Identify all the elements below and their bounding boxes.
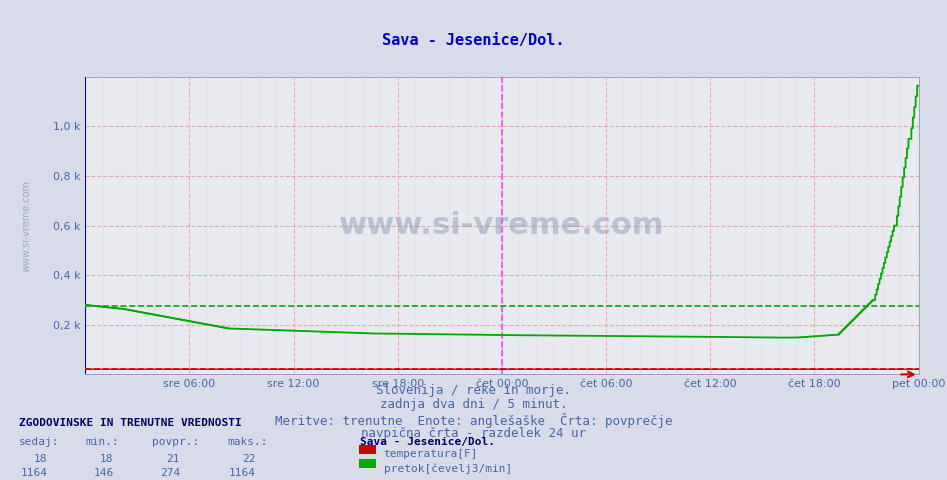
Text: zadnja dva dni / 5 minut.: zadnja dva dni / 5 minut. bbox=[380, 398, 567, 411]
Text: 18: 18 bbox=[34, 454, 47, 464]
Text: 274: 274 bbox=[160, 468, 180, 478]
Text: Slovenija / reke in morje.: Slovenija / reke in morje. bbox=[376, 384, 571, 397]
Text: povpr.:: povpr.: bbox=[152, 437, 199, 447]
Text: 1164: 1164 bbox=[228, 468, 256, 478]
Text: temperatura[F]: temperatura[F] bbox=[384, 449, 478, 459]
Text: maks.:: maks.: bbox=[227, 437, 268, 447]
Text: pretok[čevelj3/min]: pretok[čevelj3/min] bbox=[384, 463, 511, 474]
Text: 146: 146 bbox=[94, 468, 114, 478]
Text: min.:: min.: bbox=[85, 437, 119, 447]
Text: ZGODOVINSKE IN TRENUTNE VREDNOSTI: ZGODOVINSKE IN TRENUTNE VREDNOSTI bbox=[19, 418, 241, 428]
Text: 22: 22 bbox=[242, 454, 256, 464]
Text: Sava - Jesenice/Dol.: Sava - Jesenice/Dol. bbox=[383, 33, 564, 48]
Text: www.si-vreme.com: www.si-vreme.com bbox=[339, 211, 665, 240]
Text: sedaj:: sedaj: bbox=[19, 437, 60, 447]
Text: 21: 21 bbox=[167, 454, 180, 464]
Text: Meritve: trenutne  Enote: anglešaške  Črta: povprečje: Meritve: trenutne Enote: anglešaške Črta… bbox=[275, 413, 672, 428]
Text: navpična črta - razdelek 24 ur: navpična črta - razdelek 24 ur bbox=[361, 427, 586, 440]
Text: 18: 18 bbox=[100, 454, 114, 464]
Text: 1164: 1164 bbox=[20, 468, 47, 478]
Text: www.si-vreme.com: www.si-vreme.com bbox=[22, 180, 32, 272]
Text: Sava - Jesenice/Dol.: Sava - Jesenice/Dol. bbox=[360, 437, 495, 447]
